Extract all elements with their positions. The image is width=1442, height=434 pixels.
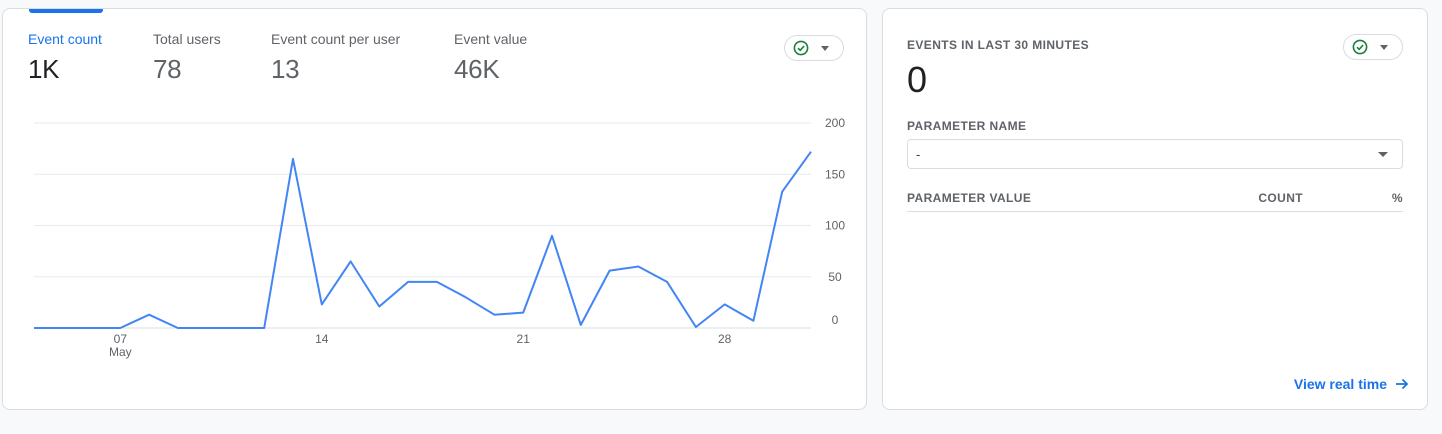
- metric-value: 13: [271, 54, 300, 84]
- metric-label: Event count per user: [271, 31, 401, 47]
- x-tick-label: 14: [315, 332, 329, 346]
- x-tick-month-label: May: [109, 345, 132, 359]
- y-tick-label: 150: [825, 167, 845, 181]
- event-summary-card: Event count 1K Total users 78 Event coun…: [2, 8, 867, 410]
- chevron-down-icon: [1380, 44, 1388, 50]
- realtime-quality-dropdown[interactable]: [1343, 34, 1403, 60]
- dropdown-arrow-icon: [1378, 152, 1388, 157]
- x-tick-label: 21: [517, 332, 531, 346]
- series-line: [34, 151, 812, 329]
- metric-tab-event-count[interactable]: Event count 1K: [28, 31, 102, 85]
- parameter-name-value: -: [916, 146, 921, 162]
- metric-value: 1K: [28, 54, 60, 84]
- metric-tab-event-count-per-user[interactable]: Event count per user 13: [271, 31, 400, 85]
- parameter-name-label: PARAMETER NAME: [907, 119, 1027, 133]
- view-real-time-link[interactable]: View real time: [1294, 376, 1409, 392]
- event-count-line-chart: 0 50 100 150 200 07 14 21 28 May: [34, 116, 845, 359]
- parameter-table-header: PARAMETER VALUE COUNT %: [907, 189, 1403, 212]
- arrow-right-icon: [1396, 378, 1409, 390]
- column-header-count: COUNT: [1258, 191, 1303, 205]
- column-header-percent: %: [1391, 191, 1403, 205]
- data-quality-dropdown[interactable]: [784, 35, 844, 61]
- realtime-card: EVENTS IN LAST 30 MINUTES 0 PARAMETER NA…: [882, 8, 1428, 410]
- check-circle-icon: [1352, 39, 1368, 55]
- metric-label: Event value: [454, 31, 528, 47]
- check-circle-icon: [793, 40, 809, 56]
- metric-tab-event-value[interactable]: Event value 46K: [454, 31, 527, 85]
- metric-label: Total users: [153, 31, 221, 47]
- realtime-title: EVENTS IN LAST 30 MINUTES: [907, 38, 1090, 52]
- parameter-name-select[interactable]: -: [907, 139, 1403, 169]
- metric-tab-total-users[interactable]: Total users 78: [153, 31, 221, 85]
- metric-value: 78: [153, 54, 182, 84]
- x-tick-label: 28: [718, 332, 732, 346]
- metric-value: 46K: [454, 54, 500, 84]
- realtime-count: 0: [907, 59, 928, 100]
- chevron-down-icon: [821, 45, 829, 51]
- y-tick-label: 200: [825, 116, 845, 130]
- x-tick-label: 07: [114, 332, 128, 346]
- column-header-parameter-value: PARAMETER VALUE: [907, 191, 1032, 205]
- active-tab-indicator: [29, 9, 103, 13]
- metric-label: Event count: [28, 31, 102, 47]
- y-tick-label: 0: [832, 313, 839, 327]
- view-real-time-label: View real time: [1293, 376, 1387, 392]
- y-tick-label: 50: [828, 270, 842, 284]
- y-tick-label: 100: [825, 219, 845, 233]
